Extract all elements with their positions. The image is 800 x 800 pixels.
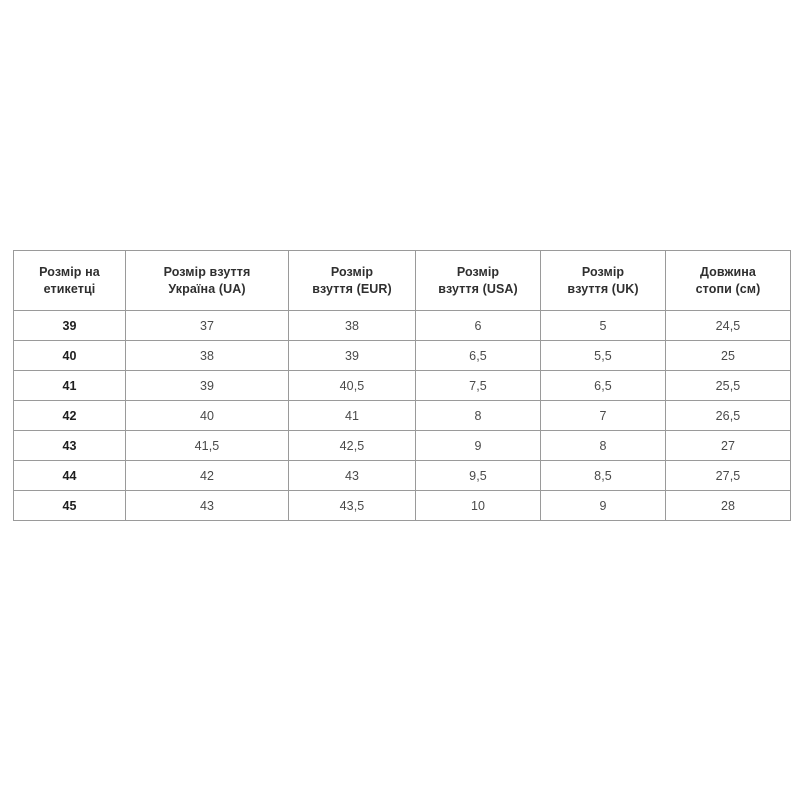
cell-usa-size: 7,5	[415, 370, 541, 401]
cell-ua-size: 43	[125, 490, 289, 521]
cell-foot-length: 25,5	[665, 370, 791, 401]
column-header-label-size: Розмір на етикетці	[13, 250, 126, 311]
cell-ua-size: 39	[125, 370, 289, 401]
cell-label-size: 41	[13, 370, 126, 401]
table-row: 44 42 43 9,5 8,5 27,5	[13, 460, 791, 491]
cell-foot-length: 27,5	[665, 460, 791, 491]
table-row: 41 39 40,5 7,5 6,5 25,5	[13, 370, 791, 401]
cell-label-size: 42	[13, 400, 126, 431]
cell-foot-length: 28	[665, 490, 791, 521]
column-header-line-2: стопи (см)	[695, 281, 761, 296]
column-header-line-2: етикетці	[43, 281, 96, 296]
column-header-line-1: Довжина	[700, 264, 756, 279]
cell-eur-size: 39	[288, 340, 416, 371]
cell-eur-size: 38	[288, 310, 416, 341]
cell-label-size: 40	[13, 340, 126, 371]
column-header-line-2: взуття (EUR)	[312, 281, 392, 296]
column-header-line-1: Розмір	[456, 264, 500, 279]
cell-usa-size: 6,5	[415, 340, 541, 371]
cell-usa-size: 9	[415, 430, 541, 461]
cell-foot-length: 24,5	[665, 310, 791, 341]
table-row: 39 37 38 6 5 24,5	[13, 310, 791, 341]
cell-usa-size: 10	[415, 490, 541, 521]
column-header-eur-size: Розмір взуття (EUR)	[288, 250, 416, 311]
column-header-line-2: взуття (USA)	[438, 281, 518, 296]
table-row: 45 43 43,5 10 9 28	[13, 490, 791, 521]
cell-eur-size: 40,5	[288, 370, 416, 401]
column-header-uk-size: Розмір взуття (UK)	[540, 250, 666, 311]
column-header-line-1: Розмір	[330, 264, 374, 279]
column-header-usa-size: Розмір взуття (USA)	[415, 250, 541, 311]
cell-usa-size: 9,5	[415, 460, 541, 491]
cell-uk-size: 5	[540, 310, 666, 341]
cell-ua-size: 42	[125, 460, 289, 491]
cell-label-size: 45	[13, 490, 126, 521]
shoe-size-chart-table: Розмір на етикетці Розмір взуття Україна…	[13, 250, 791, 521]
cell-uk-size: 7	[540, 400, 666, 431]
column-header-line-1: Розмір на	[39, 264, 100, 279]
column-header-line-1: Розмір взуття	[163, 264, 251, 279]
column-header-line-2: взуття (UK)	[567, 281, 639, 296]
cell-uk-size: 9	[540, 490, 666, 521]
cell-uk-size: 8	[540, 430, 666, 461]
table-header-row: Розмір на етикетці Розмір взуття Україна…	[13, 250, 791, 311]
table-row: 40 38 39 6,5 5,5 25	[13, 340, 791, 371]
cell-uk-size: 8,5	[540, 460, 666, 491]
cell-ua-size: 37	[125, 310, 289, 341]
cell-label-size: 44	[13, 460, 126, 491]
cell-eur-size: 43	[288, 460, 416, 491]
cell-ua-size: 38	[125, 340, 289, 371]
cell-usa-size: 8	[415, 400, 541, 431]
cell-foot-length: 27	[665, 430, 791, 461]
column-header-line-2: Україна (UA)	[168, 281, 246, 296]
cell-ua-size: 41,5	[125, 430, 289, 461]
column-header-foot-length: Довжина стопи (см)	[665, 250, 791, 311]
cell-foot-length: 26,5	[665, 400, 791, 431]
cell-uk-size: 6,5	[540, 370, 666, 401]
cell-foot-length: 25	[665, 340, 791, 371]
cell-ua-size: 40	[125, 400, 289, 431]
cell-label-size: 39	[13, 310, 126, 341]
table-row: 42 40 41 8 7 26,5	[13, 400, 791, 431]
cell-eur-size: 41	[288, 400, 416, 431]
column-header-line-1: Розмір	[581, 264, 625, 279]
cell-label-size: 43	[13, 430, 126, 461]
cell-usa-size: 6	[415, 310, 541, 341]
column-header-ua-size: Розмір взуття Україна (UA)	[125, 250, 289, 311]
cell-uk-size: 5,5	[540, 340, 666, 371]
cell-eur-size: 43,5	[288, 490, 416, 521]
table-row: 43 41,5 42,5 9 8 27	[13, 430, 791, 461]
cell-eur-size: 42,5	[288, 430, 416, 461]
